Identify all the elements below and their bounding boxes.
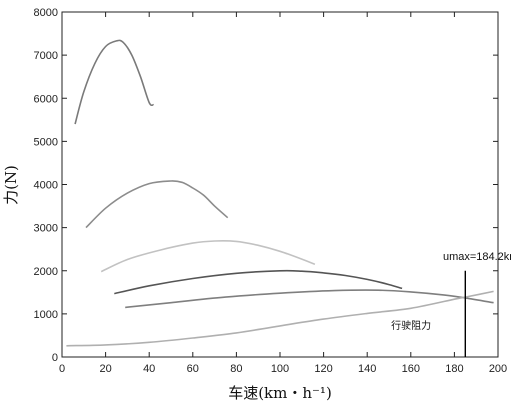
x-tick-label: 180 bbox=[445, 363, 463, 375]
x-tick-label: 120 bbox=[314, 363, 332, 375]
resistance-label: 行驶阻力 bbox=[391, 319, 431, 332]
x-tick-label: 160 bbox=[402, 363, 420, 375]
axis-ticks: 0 20 40 60 80 100 120 140 160 180 2000100020003000… bbox=[34, 7, 508, 375]
x-tick-label: 80 bbox=[230, 363, 242, 375]
series-line-4 bbox=[114, 269, 403, 295]
series-line-5 bbox=[125, 289, 494, 309]
series-line-6 bbox=[66, 290, 494, 347]
series-line-3 bbox=[100, 240, 316, 273]
series-line-2 bbox=[85, 180, 229, 229]
y-tick-label: 1000 bbox=[34, 309, 58, 321]
x-tick-label: 0 bbox=[59, 363, 65, 375]
x-tick-label: 60 bbox=[187, 363, 199, 375]
x-axis-title: 车速(km・h⁻¹) bbox=[228, 384, 332, 402]
y-tick-label: 4000 bbox=[34, 180, 58, 192]
x-tick-label: 100 bbox=[271, 363, 289, 375]
x-tick-label: 140 bbox=[358, 363, 376, 375]
y-tick-label: 3000 bbox=[34, 223, 58, 235]
y-tick-label: 2000 bbox=[34, 266, 58, 278]
y-tick-label: 8000 bbox=[34, 7, 58, 19]
y-tick-label: 7000 bbox=[34, 50, 58, 62]
series-line-1 bbox=[74, 39, 154, 125]
x-tick-label: 40 bbox=[143, 363, 155, 375]
annotation-group: umax=184.2km/h 行驶阻力 bbox=[391, 251, 511, 357]
plot-area bbox=[61, 11, 499, 358]
y-tick-label: 5000 bbox=[34, 136, 58, 148]
y-axis-title: 力(N) bbox=[2, 165, 20, 205]
umax-label: umax=184.2km/h bbox=[443, 251, 511, 263]
x-tick-label: 200 bbox=[489, 363, 507, 375]
x-tick-label: 20 bbox=[99, 363, 111, 375]
y-tick-label: 6000 bbox=[34, 93, 58, 105]
series-group bbox=[66, 39, 494, 347]
y-tick-label: 0 bbox=[52, 352, 58, 364]
